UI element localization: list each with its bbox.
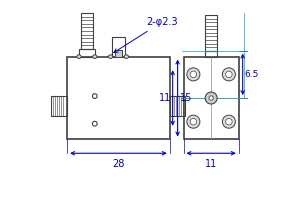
Circle shape bbox=[209, 96, 213, 100]
Bar bbox=[112, 37, 125, 57]
Bar bbox=[184, 57, 239, 139]
Text: 15: 15 bbox=[180, 93, 192, 103]
Circle shape bbox=[226, 71, 232, 78]
Circle shape bbox=[92, 121, 97, 126]
Circle shape bbox=[222, 115, 236, 128]
Bar bbox=[115, 50, 122, 57]
Bar bbox=[79, 49, 95, 57]
Circle shape bbox=[222, 68, 236, 81]
Circle shape bbox=[190, 71, 196, 78]
Bar bbox=[205, 51, 217, 57]
Text: 11: 11 bbox=[205, 159, 217, 169]
Ellipse shape bbox=[77, 55, 81, 58]
Ellipse shape bbox=[124, 55, 128, 58]
Circle shape bbox=[92, 94, 97, 98]
Bar bbox=[205, 15, 217, 51]
Circle shape bbox=[190, 118, 196, 125]
Circle shape bbox=[187, 68, 200, 81]
Circle shape bbox=[187, 115, 200, 128]
Text: 28: 28 bbox=[112, 159, 124, 169]
Circle shape bbox=[205, 92, 217, 104]
Ellipse shape bbox=[108, 55, 113, 58]
Circle shape bbox=[226, 118, 232, 125]
Bar bbox=[67, 57, 170, 139]
Ellipse shape bbox=[93, 55, 97, 58]
Bar bbox=[51, 96, 67, 116]
Text: 11: 11 bbox=[159, 93, 172, 103]
Bar bbox=[170, 96, 185, 116]
Text: 6.5: 6.5 bbox=[245, 70, 259, 79]
Text: 2-φ2.3: 2-φ2.3 bbox=[114, 17, 178, 53]
Bar bbox=[81, 13, 93, 49]
